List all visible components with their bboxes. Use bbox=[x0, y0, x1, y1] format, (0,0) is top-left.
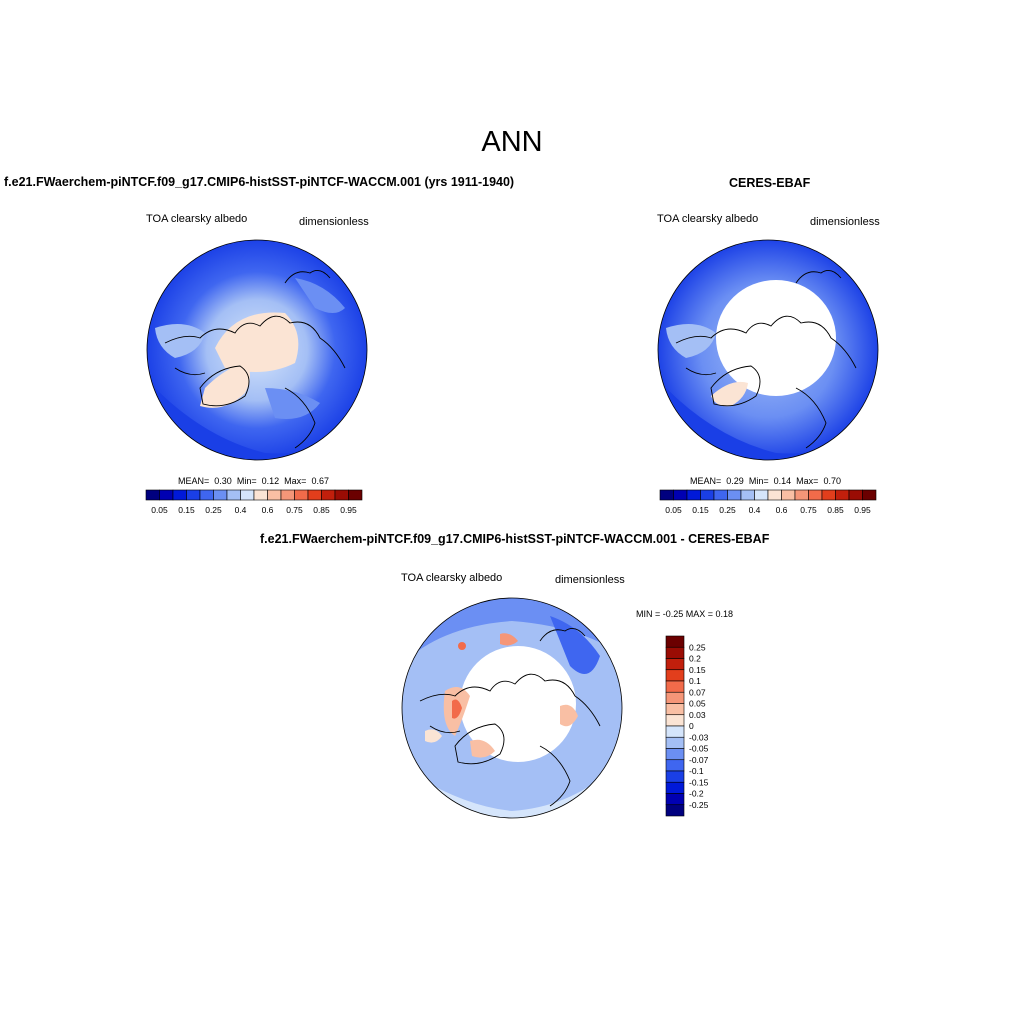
obs-colorbar-swatch bbox=[673, 489, 688, 501]
diff-colorbar-swatch bbox=[665, 714, 685, 727]
diff-colorbar-tick-label: -0.15 bbox=[689, 777, 709, 787]
model-colorbar-swatch bbox=[186, 489, 201, 501]
model-colorbar-swatch bbox=[253, 489, 268, 501]
model-variable-label: TOA clearsky albedo bbox=[146, 213, 248, 225]
model-colorbar-swatch bbox=[267, 489, 282, 501]
model-stats: MEAN= 0.30 Min= 0.12 Max= 0.67 bbox=[178, 476, 329, 486]
model-colorbar-tick-label: 0.75 bbox=[286, 505, 303, 515]
diff-colorbar-tick-label: -0.07 bbox=[689, 755, 709, 765]
diff-colorbar-tick-label: 0 bbox=[689, 721, 694, 731]
model-colorbar-tick-label: 0.15 bbox=[178, 505, 195, 515]
model-colorbar-tick-label: 0.95 bbox=[340, 505, 357, 515]
diff-colorbar-swatch bbox=[665, 680, 685, 693]
model-colorbar-tick-label: 0.85 bbox=[313, 505, 330, 515]
obs-colorbar-tick-label: 0.25 bbox=[719, 505, 736, 515]
obs-colorbar-tick-label: 0.15 bbox=[692, 505, 709, 515]
obs-colorbar-swatch bbox=[808, 489, 823, 501]
obs-colorbar-tick-label: 0.95 bbox=[854, 505, 871, 515]
model-colorbar-tick-label: 0.25 bbox=[205, 505, 222, 515]
obs-colorbar-tick-label: 0.75 bbox=[800, 505, 817, 515]
obs-polar-map bbox=[657, 239, 879, 461]
diff-colorbar-swatch bbox=[665, 736, 685, 749]
obs-colorbar-swatch bbox=[686, 489, 701, 501]
model-units-label: dimensionless bbox=[299, 216, 369, 228]
obs-colorbar-swatch bbox=[727, 489, 742, 501]
diff-colorbar-tick-label: -0.05 bbox=[689, 744, 709, 754]
model-colorbar-swatch bbox=[307, 489, 322, 501]
diff-colorbar-swatch bbox=[665, 646, 685, 659]
obs-colorbar-swatch bbox=[740, 489, 755, 501]
obs-colorbar-swatch bbox=[821, 489, 836, 501]
model-colorbar-swatch bbox=[213, 489, 228, 501]
obs-colorbar: 0.05 0.15 0.25 0.4 0.6 0.75 0.85 0.95 bbox=[659, 489, 877, 515]
obs-colorbar-swatch bbox=[767, 489, 782, 501]
obs-colorbar-swatch bbox=[862, 489, 877, 501]
diff-colorbar-tick-label: -0.25 bbox=[689, 800, 709, 810]
diff-colorbar-tick-label: 0.1 bbox=[689, 676, 701, 686]
diff-colorbar-tick-label: -0.2 bbox=[689, 789, 704, 799]
obs-colorbar-swatch bbox=[754, 489, 769, 501]
model-colorbar-swatch bbox=[226, 489, 241, 501]
model-colorbar-swatch bbox=[240, 489, 255, 501]
model-colorbar-swatch bbox=[172, 489, 187, 501]
diff-colorbar-tick-label: -0.1 bbox=[689, 766, 704, 776]
diff-colorbar-swatch bbox=[665, 781, 685, 794]
model-colorbar-swatch bbox=[334, 489, 349, 501]
obs-colorbar-swatch bbox=[794, 489, 809, 501]
model-colorbar-tick-label: 0.05 bbox=[151, 505, 168, 515]
model-colorbar-tick-label: 0.6 bbox=[262, 505, 274, 515]
diff-variable-label: TOA clearsky albedo bbox=[401, 572, 503, 584]
obs-colorbar-tick-label: 0.85 bbox=[827, 505, 844, 515]
obs-variable-label: TOA clearsky albedo bbox=[657, 213, 759, 225]
model-colorbar-tick-label: 0.4 bbox=[235, 505, 247, 515]
obs-colorbar-swatch bbox=[848, 489, 863, 501]
diff-colorbar: 0.250.20.150.10.070.050.030-0.03-0.05-0.… bbox=[665, 635, 709, 817]
model-colorbar-swatch bbox=[348, 489, 363, 501]
obs-units-label: dimensionless bbox=[810, 216, 880, 228]
obs-colorbar-swatch bbox=[781, 489, 796, 501]
obs-stats: MEAN= 0.29 Min= 0.14 Max= 0.70 bbox=[690, 476, 841, 486]
diff-colorbar-swatch bbox=[665, 770, 685, 783]
diff-colorbar-swatch bbox=[665, 759, 685, 772]
obs-colorbar-tick-label: 0.05 bbox=[665, 505, 682, 515]
diff-colorbar-tick-label: 0.25 bbox=[689, 642, 706, 652]
model-polar-map bbox=[146, 239, 368, 461]
obs-colorbar-swatch bbox=[713, 489, 728, 501]
diff-colorbar-tick-label: 0.03 bbox=[689, 710, 706, 720]
diff-colorbar-swatch bbox=[665, 635, 685, 648]
obs-panel-title: CERES-EBAF bbox=[729, 176, 811, 190]
obs-colorbar-swatch bbox=[659, 489, 674, 501]
diff-colorbar-swatch bbox=[665, 804, 685, 817]
diff-colorbar-swatch bbox=[665, 703, 685, 716]
model-colorbar-swatch bbox=[199, 489, 214, 501]
model-colorbar-swatch bbox=[145, 489, 160, 501]
obs-colorbar-tick-label: 0.6 bbox=[776, 505, 788, 515]
diff-colorbar-swatch bbox=[665, 725, 685, 738]
diff-colorbar-swatch bbox=[665, 658, 685, 671]
diff-units-label: dimensionless bbox=[555, 574, 625, 586]
diff-colorbar-tick-label: 0.2 bbox=[689, 654, 701, 664]
model-colorbar-swatch bbox=[280, 489, 295, 501]
model-panel-title: f.e21.FWaerchem-piNTCF.f09_g17.CMIP6-his… bbox=[4, 175, 515, 189]
diff-polar-map bbox=[401, 597, 623, 819]
diff-colorbar-swatch bbox=[665, 793, 685, 806]
model-colorbar-swatch bbox=[159, 489, 174, 501]
model-colorbar: 0.05 0.15 0.25 0.4 0.6 0.75 0.85 0.95 bbox=[145, 489, 363, 515]
diff-colorbar-tick-label: 0.05 bbox=[689, 699, 706, 709]
diff-colorbar-swatch bbox=[665, 669, 685, 682]
obs-colorbar-tick-label: 0.4 bbox=[749, 505, 761, 515]
figure-title: ANN bbox=[481, 126, 543, 158]
diff-colorbar-swatch bbox=[665, 691, 685, 704]
diff-colorbar-tick-label: -0.03 bbox=[689, 732, 709, 742]
diff-colorbar-tick-label: 0.15 bbox=[689, 665, 706, 675]
model-colorbar-swatch bbox=[294, 489, 309, 501]
obs-colorbar-swatch bbox=[700, 489, 715, 501]
diff-panel-title: f.e21.FWaerchem-piNTCF.f09_g17.CMIP6-his… bbox=[260, 532, 770, 546]
diff-colorbar-tick-label: 0.07 bbox=[689, 687, 706, 697]
diff-range: MIN = -0.25 MAX = 0.18 bbox=[636, 609, 734, 619]
obs-colorbar-swatch bbox=[835, 489, 850, 501]
model-colorbar-swatch bbox=[321, 489, 336, 501]
diff-colorbar-swatch bbox=[665, 748, 685, 761]
